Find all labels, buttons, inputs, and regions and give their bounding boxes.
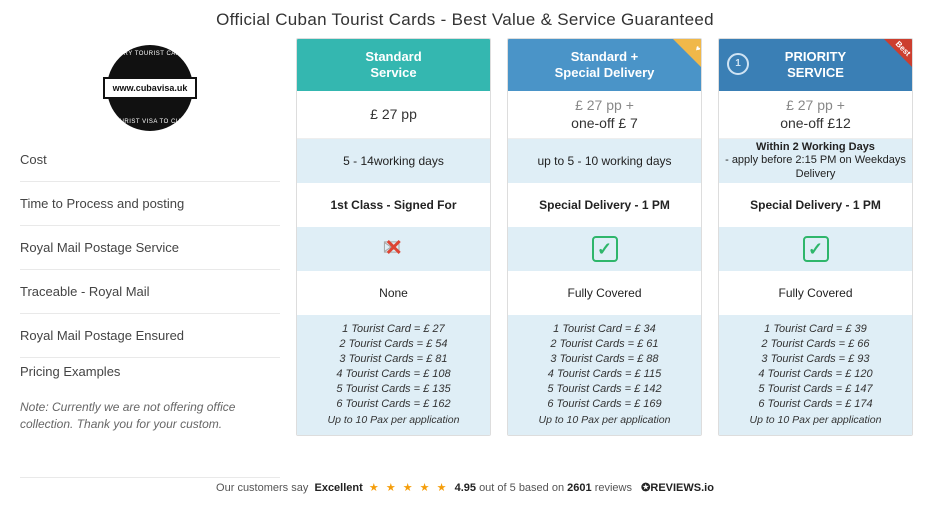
page-title: Official Cuban Tourist Cards - Best Valu… [20, 10, 910, 30]
plan-priority-cost: £ 27 pp + one-off £12 [719, 91, 912, 139]
pricing-footer: Up to 10 Pax per application [750, 413, 882, 427]
cost-oneoff: one-off £12 [780, 115, 851, 133]
plan-standard-ensured: None [297, 271, 490, 315]
pricing-line: 4 Tourist Cards = £ 115 [548, 367, 661, 382]
cost-oneoff: one-off £ 7 [571, 115, 638, 133]
pricing-line: 2 Tourist Cards = £ 54 [339, 337, 447, 352]
reviews-prefix: Our customers say [216, 482, 308, 494]
row-label-ensured: Royal Mail Postage Ensured [20, 314, 280, 358]
plan-standard-traceable [297, 227, 490, 271]
pricing-line: 4 Tourist Cards = £ 120 [758, 367, 872, 382]
reviews-logo: ✪REVIEWS.io [641, 482, 714, 494]
plan-priority-processing: Within 2 Working Days - apply before 2:1… [719, 139, 912, 183]
pricing-line: 3 Tourist Cards = £ 81 [339, 352, 447, 367]
plan-standard: StandardService £ 27 pp 5 - 14working da… [296, 38, 491, 436]
collection-note: Note: Currently we are not offering offi… [20, 399, 270, 433]
cost-plus: + [626, 97, 634, 113]
plan-standard-postage: 1st Class - Signed For [297, 183, 490, 227]
pricing-line: 6 Tourist Cards = £ 162 [336, 397, 450, 412]
plan-special-ensured: Fully Covered [508, 271, 701, 315]
pricing-line: 5 Tourist Cards = £ 135 [336, 382, 450, 397]
priority-badge-icon: 1 [727, 53, 749, 75]
plan-priority-traceable: ✓ [719, 227, 912, 271]
row-label-pricing-text: Pricing Examples [20, 364, 120, 379]
logo-ring-bottom: TOURIST VISA TO CUBA [110, 119, 189, 125]
reviews-count: 2601 [567, 482, 591, 494]
plan-priority-pricing: 1 Tourist Card = £ 39 2 Tourist Cards = … [719, 315, 912, 435]
cross-icon [381, 236, 407, 262]
pricing-line: 6 Tourist Cards = £ 169 [547, 397, 661, 412]
plan-priority-ensured: Fully Covered [719, 271, 912, 315]
pricing-footer: Up to 10 Pax per application [539, 413, 671, 427]
plan-special-header: Standard +Special Delivery ♥ [508, 39, 701, 91]
reviews-score: 4.95 [455, 482, 476, 494]
plan-standard-pricing: 1 Tourist Card = £ 27 2 Tourist Cards = … [297, 315, 490, 435]
plan-priority-header: 1 PRIORITYSERVICE Best [719, 39, 912, 91]
plan-priority: 1 PRIORITYSERVICE Best £ 27 pp + one-off… [718, 38, 913, 436]
plan-standard-processing: 5 - 14working days [297, 139, 490, 183]
cost-base: £ 27 pp [786, 97, 833, 113]
cost-plus: + [837, 97, 845, 113]
plan-special-cost: £ 27 pp + one-off £ 7 [508, 91, 701, 139]
check-icon: ✓ [803, 236, 829, 262]
plan-priority-postage: Special Delivery - 1 PM [719, 183, 912, 227]
processing-bold: Within 2 Working Days [756, 141, 875, 153]
reviews-word: Excellent [314, 482, 362, 494]
reviews-suffix: reviews [595, 482, 632, 494]
plan-standard-cost: £ 27 pp [297, 91, 490, 139]
pricing-line: 1 Tourist Card = £ 39 [764, 322, 867, 337]
pricing-line: 5 Tourist Cards = £ 147 [758, 382, 872, 397]
reviews-mid: out of 5 based on [479, 482, 564, 494]
logo-url-band: www.cubavisa.uk [103, 77, 197, 99]
plan-special-pricing: 1 Tourist Card = £ 34 2 Tourist Cards = … [508, 315, 701, 435]
pricing-line: 3 Tourist Cards = £ 88 [550, 352, 658, 367]
pricing-line: 3 Tourist Cards = £ 93 [761, 352, 869, 367]
reviews-bar: Our customers say Excellent ★ ★ ★ ★ ★ 4.… [20, 481, 910, 494]
row-labels-column: ENTRY TOURIST CARDS www.cubavisa.uk TOUR… [20, 38, 280, 478]
pricing-footer: Up to 10 Pax per application [328, 413, 460, 427]
plan-standard-cost-value: £ 27 pp [370, 106, 417, 124]
row-label-postage-service: Royal Mail Postage Service [20, 226, 280, 270]
pricing-line: 4 Tourist Cards = £ 108 [336, 367, 450, 382]
row-label-traceable: Traceable - Royal Mail [20, 270, 280, 314]
row-label-pricing: Pricing Examples Note: Currently we are … [20, 358, 280, 478]
check-icon: ✓ [592, 236, 618, 262]
processing-sub: - apply before 2:15 PM on Weekdays Deliv… [725, 154, 906, 179]
pricing-line: 6 Tourist Cards = £ 174 [758, 397, 872, 412]
stars-icon: ★ ★ ★ ★ ★ [369, 482, 449, 494]
brand-logo: ENTRY TOURIST CARDS www.cubavisa.uk TOUR… [107, 45, 193, 131]
plan-special-processing: up to 5 - 10 working days [508, 139, 701, 183]
plan-special-postage: Special Delivery - 1 PM [508, 183, 701, 227]
pricing-line: 2 Tourist Cards = £ 61 [550, 337, 658, 352]
pricing-line: 2 Tourist Cards = £ 66 [761, 337, 869, 352]
pricing-line: 1 Tourist Card = £ 34 [553, 322, 656, 337]
row-label-cost: Cost [20, 138, 280, 182]
cost-base: £ 27 pp [575, 97, 622, 113]
plan-standard-header: StandardService [297, 39, 490, 91]
plan-special-traceable: ✓ [508, 227, 701, 271]
pricing-line: 5 Tourist Cards = £ 142 [547, 382, 661, 397]
logo-ring-top: ENTRY TOURIST CARDS [110, 51, 190, 57]
pricing-line: 1 Tourist Card = £ 27 [342, 322, 445, 337]
plan-special: Standard +Special Delivery ♥ £ 27 pp + o… [507, 38, 702, 436]
row-label-processing: Time to Process and posting [20, 182, 280, 226]
